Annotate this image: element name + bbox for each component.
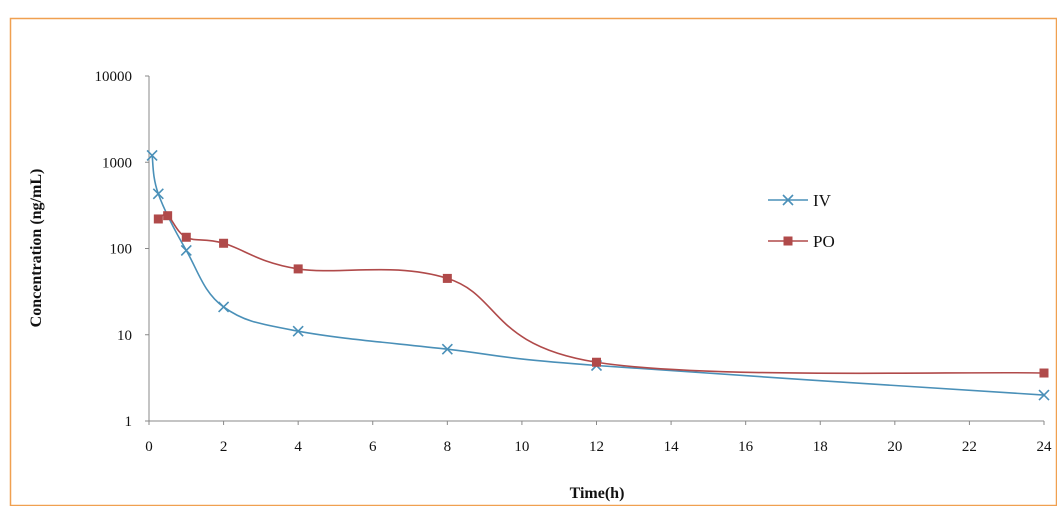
data-point-po (1039, 368, 1049, 378)
y-tick-label: 1 (125, 414, 133, 430)
data-point-po (219, 238, 229, 248)
data-point-iv (292, 325, 304, 337)
data-point-iv (152, 188, 164, 200)
x-tick-label: 24 (1037, 439, 1053, 455)
series-po (153, 211, 1049, 378)
legend-marker-po (783, 236, 793, 246)
x-axis-ticks: 0 2 4 6 8 10 12 14 16 18 20 22 24 (145, 421, 1052, 455)
x-tick-label: 10 (514, 439, 529, 455)
x-tick-label: 16 (738, 439, 754, 455)
legend: IV PO (768, 191, 835, 251)
chart-frame-border (9, 17, 1057, 506)
data-point-iv (441, 343, 453, 355)
x-tick-label: 2 (220, 439, 228, 455)
x-tick-label: 12 (589, 439, 604, 455)
x-axis-title: Time(h) (570, 485, 625, 502)
y-tick-label: 1000 (102, 155, 132, 171)
data-point-iv (146, 149, 158, 161)
data-point-po (592, 357, 601, 367)
data-point-po (293, 264, 303, 274)
series-line-iv (151, 155, 1045, 396)
data-point-po (153, 214, 163, 224)
y-tick-label: 10 (117, 328, 132, 344)
x-tick-label: 8 (444, 439, 452, 455)
data-point-iv (180, 244, 192, 256)
x-tick-label: 0 (145, 439, 153, 455)
x-tick-label: 4 (294, 439, 302, 455)
legend-marker-iv (782, 194, 794, 206)
series-layer (146, 149, 1050, 401)
legend-item-iv: IV (768, 191, 832, 210)
legend-label-iv: IV (813, 191, 832, 210)
series-line-po (157, 213, 1045, 375)
x-tick-label: 14 (664, 439, 680, 455)
y-tick-label: 10000 (95, 69, 133, 85)
legend-label-po: PO (813, 232, 835, 251)
legend-item-po: PO (768, 232, 835, 251)
y-tick-label: 100 (110, 242, 133, 258)
y-axis-title: Concentration (ng/mL) (28, 169, 45, 328)
x-tick-label: 6 (369, 439, 377, 455)
data-point-po (181, 232, 191, 242)
y-axis-ticks: 1 10 100 1000 10000 (95, 69, 149, 430)
data-point-po (163, 211, 173, 221)
series-iv (146, 149, 1050, 401)
x-tick-label: 18 (813, 439, 828, 455)
data-point-iv (218, 301, 230, 313)
x-tick-label: 22 (962, 439, 977, 455)
data-point-iv (1038, 389, 1050, 401)
data-point-po (442, 273, 452, 283)
x-tick-label: 20 (887, 439, 902, 455)
